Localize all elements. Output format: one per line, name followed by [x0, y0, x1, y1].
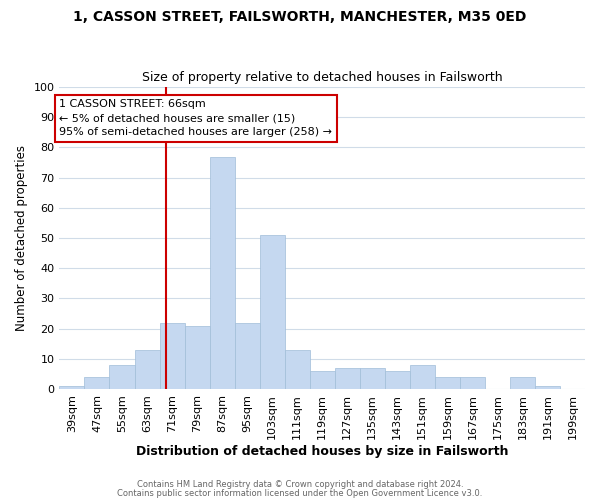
- Bar: [209, 156, 235, 389]
- Text: Contains public sector information licensed under the Open Government Licence v3: Contains public sector information licen…: [118, 488, 482, 498]
- X-axis label: Distribution of detached houses by size in Failsworth: Distribution of detached houses by size …: [136, 444, 508, 458]
- Bar: [385, 371, 410, 389]
- Bar: [310, 371, 335, 389]
- Bar: [510, 377, 535, 389]
- Text: 1 CASSON STREET: 66sqm
← 5% of detached houses are smaller (15)
95% of semi-deta: 1 CASSON STREET: 66sqm ← 5% of detached …: [59, 99, 332, 137]
- Title: Size of property relative to detached houses in Failsworth: Size of property relative to detached ho…: [142, 72, 503, 85]
- Text: 1, CASSON STREET, FAILSWORTH, MANCHESTER, M35 0ED: 1, CASSON STREET, FAILSWORTH, MANCHESTER…: [73, 10, 527, 24]
- Bar: [360, 368, 385, 389]
- Bar: [235, 322, 260, 389]
- Bar: [335, 368, 360, 389]
- Bar: [160, 322, 185, 389]
- Text: Contains HM Land Registry data © Crown copyright and database right 2024.: Contains HM Land Registry data © Crown c…: [137, 480, 463, 489]
- Bar: [134, 350, 160, 389]
- Bar: [435, 377, 460, 389]
- Bar: [284, 350, 310, 389]
- Bar: [535, 386, 560, 389]
- Bar: [410, 365, 435, 389]
- Bar: [185, 326, 209, 389]
- Bar: [85, 377, 109, 389]
- Bar: [109, 365, 134, 389]
- Y-axis label: Number of detached properties: Number of detached properties: [15, 145, 28, 331]
- Bar: [260, 235, 284, 389]
- Bar: [59, 386, 85, 389]
- Bar: [460, 377, 485, 389]
